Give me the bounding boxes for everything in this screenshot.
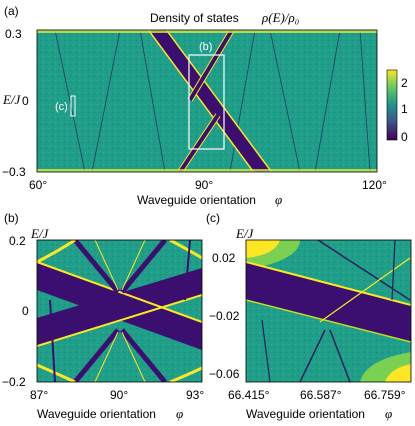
dark-band-thin (177, 30, 235, 172)
colorbar-tick: 1 (401, 102, 408, 116)
colorbar: 2 1 0 (386, 69, 408, 144)
panel-b-ytick: 0 (22, 304, 29, 318)
panel-b-xtick: 90° (110, 388, 128, 402)
panel-a-ytick: 0 (22, 94, 29, 108)
panel-c: (c) E/J 0.02 −0.02 −0.06 66.415° (206, 211, 412, 421)
panel-a-label: (a) (4, 4, 19, 18)
panel-c-ytick: −0.02 (209, 309, 240, 323)
panel-a-ytick: 0.3 (5, 27, 22, 41)
inset-label-b: (b) (199, 41, 212, 53)
panel-a-xlabel: Waveguide orientation (137, 193, 256, 207)
panel-b-xlabel: Waveguide orientation (37, 407, 156, 421)
panel-c-xtick: 66.415° (228, 388, 270, 402)
panel-a-xtick: 60° (29, 178, 47, 192)
dark-band (147, 30, 273, 172)
inset-label-c: (c) (55, 101, 68, 113)
panel-c-ytick: 0.02 (212, 251, 236, 265)
panel-c-ylabel: E/J (235, 226, 255, 241)
panel-a-ytick: −0.3 (2, 165, 26, 179)
panel-c-xlabel-symbol: φ (385, 406, 392, 421)
panel-a-title-math: ρ(E)/ρ₀ (261, 10, 299, 25)
panel-b-xlabel-symbol: φ (176, 406, 183, 421)
panel-a-ylabel: E/J (2, 92, 22, 107)
inset-box-b (188, 54, 225, 150)
panel-c-label: (c) (206, 211, 220, 225)
inset-box-c (70, 95, 76, 117)
panel-b: (b) E/J 0.2 (2, 211, 204, 421)
panel-b-xtick: 93° (186, 388, 204, 402)
panel-c-xtick: 66.587° (300, 388, 342, 402)
panel-a-xtick: 90° (195, 178, 213, 192)
panel-c-xlabel: Waveguide orientation (246, 407, 365, 421)
panel-c-xtick: 66.759° (364, 388, 406, 402)
panel-b-heatmap (37, 240, 202, 382)
colorbar-tick: 2 (401, 76, 408, 90)
colorbar-tick: 0 (401, 130, 408, 144)
panel-b-ylabel: E/J (30, 226, 50, 241)
panel-b-ytick: 0.2 (9, 234, 26, 248)
panel-b-ytick: −0.2 (2, 375, 26, 389)
panel-c-heatmap (246, 240, 411, 382)
panel-a-title-text: Density of states (150, 11, 239, 25)
panel-a: (a) Density of states ρ(E)/ρ₀ (2, 4, 408, 207)
panel-a-xlabel-symbol: φ (275, 192, 282, 207)
panel-c-ytick: −0.06 (209, 367, 240, 381)
panel-b-xtick: 87° (30, 388, 48, 402)
panel-b-label: (b) (4, 211, 19, 225)
panel-a-xtick: 120° (362, 178, 387, 192)
panel-a-heatmap (37, 30, 377, 172)
